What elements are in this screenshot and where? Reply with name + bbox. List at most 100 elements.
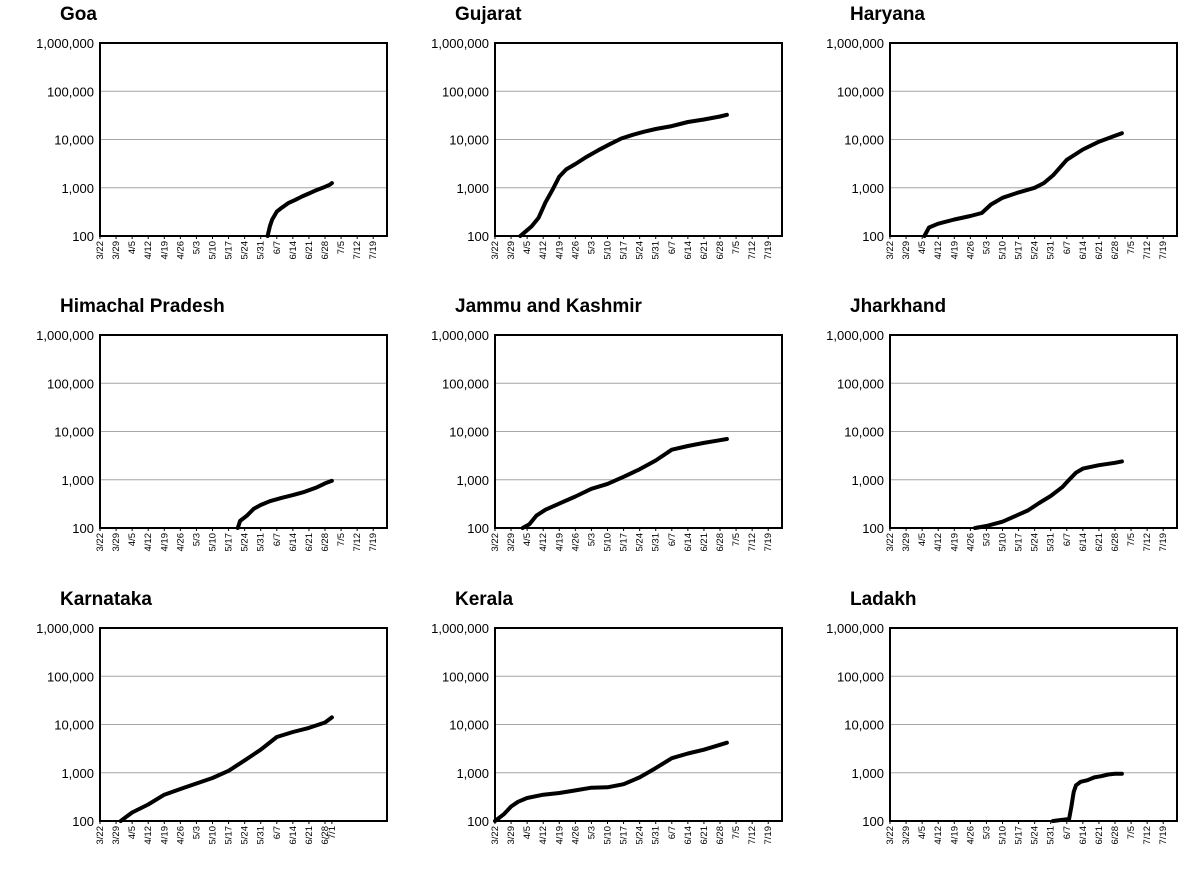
chart-title: Jharkhand xyxy=(850,296,947,317)
y-tick-label: 1,000,000 xyxy=(826,36,884,51)
x-tick-label: 5/10 xyxy=(208,826,219,845)
y-tick-label: 100,000 xyxy=(47,669,94,684)
chart-svg: 100 1,000 10,000 100,000 1,000,000 3/22 3/29 4/… xyxy=(431,328,783,552)
x-tick-label: 4/5 xyxy=(917,826,928,839)
chart-title: Gujarat xyxy=(455,4,522,25)
x-tick-label: 6/7 xyxy=(272,533,283,546)
x-tick-label: 5/17 xyxy=(224,533,235,552)
x-tick-label: 3/29 xyxy=(111,533,122,552)
chart-panel: Haryana 100 1,000 10,000 100,000 1,000,000 3/2… xyxy=(790,0,1180,285)
x-tick-label: 4/19 xyxy=(554,533,565,552)
chart-title: Kerala xyxy=(455,589,514,610)
y-tick-label: 1,000,000 xyxy=(36,328,94,343)
y-tick-label: 100 xyxy=(467,814,489,829)
x-tick-label: 3/22 xyxy=(490,241,501,260)
x-tick-label: 7/12 xyxy=(352,533,363,552)
x-tick-label: 4/12 xyxy=(143,241,154,260)
x-tick-label: 4/19 xyxy=(159,533,170,552)
x-tick-label: 4/5 xyxy=(917,241,928,254)
y-tick-label: 1,000 xyxy=(61,766,94,781)
x-tick-label: 4/12 xyxy=(538,533,549,552)
series-line xyxy=(1051,771,1124,823)
x-tick-label: 6/28 xyxy=(320,241,331,260)
x-tick-label: 5/17 xyxy=(619,533,630,552)
x-tick-label: 5/3 xyxy=(191,241,202,254)
y-tick-label: 1,000 xyxy=(851,181,884,196)
x-tick-label: 5/17 xyxy=(619,826,630,845)
x-tick-label: 7/5 xyxy=(336,533,347,546)
series-line xyxy=(265,181,334,238)
x-tick-label: 7/12 xyxy=(747,533,758,552)
x-tick-label: 3/22 xyxy=(490,533,501,552)
x-tick-label: 7/1 xyxy=(327,826,338,839)
y-tick-label: 100,000 xyxy=(47,84,94,99)
x-tick-label: 7/5 xyxy=(731,241,742,254)
x-tick-label: 6/21 xyxy=(1094,533,1105,552)
chart-svg: 100 1,000 10,000 100,000 1,000,000 3/22 3/29 4/… xyxy=(36,328,388,552)
x-tick-label: 4/19 xyxy=(554,826,565,845)
y-tick-label: 100 xyxy=(72,229,94,244)
x-tick-label: 7/19 xyxy=(368,533,379,552)
plot-frame xyxy=(889,627,1178,822)
x-tick-label: 5/31 xyxy=(1046,241,1057,260)
x-tick-label: 5/24 xyxy=(635,826,646,845)
x-tick-label: 6/21 xyxy=(304,533,315,552)
x-tick-label: 3/29 xyxy=(111,826,122,845)
x-tick-label: 7/19 xyxy=(763,826,774,845)
x-tick-label: 6/21 xyxy=(699,533,710,552)
x-tick-label: 5/24 xyxy=(240,241,251,259)
y-tick-label: 10,000 xyxy=(449,718,489,733)
x-tick-label: 6/7 xyxy=(1062,533,1073,546)
x-tick-label: 5/31 xyxy=(256,533,267,552)
x-tick-label: 4/5 xyxy=(917,533,928,546)
x-tick-label: 5/31 xyxy=(1046,533,1057,552)
x-tick-label: 5/24 xyxy=(1030,826,1041,845)
x-tick-label: 4/26 xyxy=(175,533,186,552)
x-tick-label: 3/29 xyxy=(506,826,517,845)
x-tick-label: 4/12 xyxy=(933,826,944,845)
x-tick-label: 4/26 xyxy=(965,241,976,260)
y-tick-label: 100,000 xyxy=(442,84,489,99)
y-tick-label: 100 xyxy=(862,229,884,244)
y-tick-label: 1,000 xyxy=(456,766,489,781)
x-tick-label: 5/24 xyxy=(240,533,251,552)
x-tick-label: 6/14 xyxy=(288,533,299,552)
y-tick-label: 1,000,000 xyxy=(431,328,489,343)
x-tick-label: 5/24 xyxy=(1030,533,1041,552)
y-tick-label: 10,000 xyxy=(449,425,489,440)
x-tick-label: 5/3 xyxy=(586,533,597,546)
x-tick-label: 5/31 xyxy=(1046,826,1057,845)
y-tick-label: 1,000 xyxy=(61,473,94,488)
chart-svg: 100 1,000 10,000 100,000 1,000,000 3/22 3/29 4/… xyxy=(431,621,783,845)
x-tick-label: 5/3 xyxy=(586,826,597,839)
x-tick-label: 4/12 xyxy=(538,241,549,260)
y-tick-label: 10,000 xyxy=(844,425,884,440)
x-tick-label: 5/17 xyxy=(619,241,630,260)
x-tick-label: 7/12 xyxy=(1142,533,1153,552)
x-tick-label: 5/10 xyxy=(998,533,1009,552)
x-tick-label: 7/19 xyxy=(763,241,774,260)
x-tick-label: 5/17 xyxy=(1014,533,1025,552)
x-tick-label: 4/19 xyxy=(159,241,170,260)
x-tick-label: 5/24 xyxy=(1030,241,1041,259)
x-tick-label: 5/31 xyxy=(256,826,267,845)
x-tick-label: 6/14 xyxy=(683,241,694,260)
x-tick-label: 5/10 xyxy=(208,241,219,260)
x-tick-label: 3/22 xyxy=(885,241,896,260)
series-line xyxy=(118,715,334,823)
y-tick-label: 100 xyxy=(467,229,489,244)
plot-frame xyxy=(494,627,783,822)
x-tick-label: 5/24 xyxy=(635,241,646,259)
y-tick-label: 1,000 xyxy=(851,766,884,781)
y-tick-label: 100,000 xyxy=(837,376,884,391)
x-tick-label: 4/19 xyxy=(949,826,960,845)
y-tick-label: 100,000 xyxy=(47,376,94,391)
chart-panel: Gujarat 100 1,000 10,000 100,000 1,000,000 3/2… xyxy=(395,0,785,285)
x-tick-label: 6/14 xyxy=(1078,826,1089,845)
x-tick-label: 5/17 xyxy=(224,826,235,845)
x-tick-label: 3/29 xyxy=(901,826,912,845)
x-tick-label: 5/3 xyxy=(191,533,202,546)
x-tick-label: 5/24 xyxy=(240,826,251,845)
chart-panel: Jammu and Kashmir 100 1,000 10,000 100,000 1,… xyxy=(395,292,785,577)
x-tick-label: 6/7 xyxy=(272,826,283,839)
